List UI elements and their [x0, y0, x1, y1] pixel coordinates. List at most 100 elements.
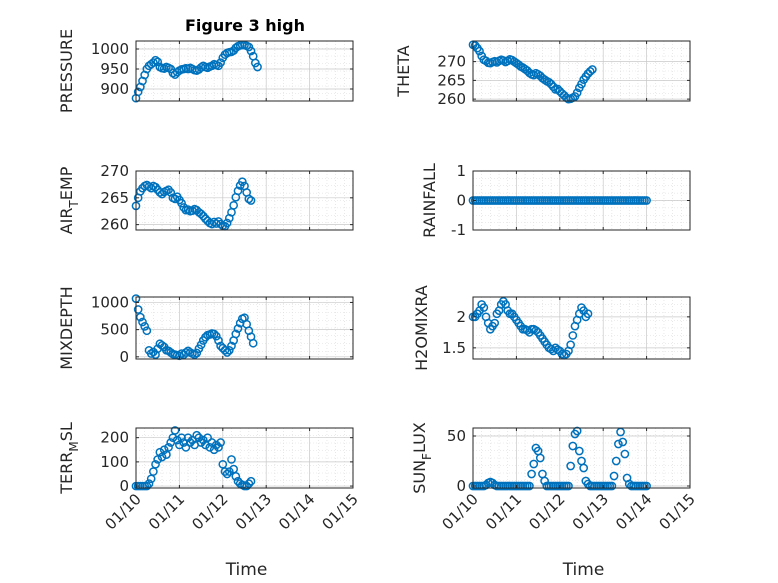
x-tick-label: 01/14 — [275, 490, 318, 533]
data-point — [614, 439, 623, 449]
data-point — [566, 461, 576, 471]
data-point — [553, 84, 562, 94]
y-tick-label: 2 — [456, 308, 466, 326]
data-point — [211, 331, 221, 341]
data-point — [609, 471, 619, 481]
y-tick-label: 900 — [100, 80, 129, 98]
data-point — [196, 209, 206, 219]
data-point — [577, 79, 586, 89]
data-point — [216, 341, 225, 351]
data-point — [135, 312, 145, 322]
y-tick-label: 0 — [119, 477, 129, 495]
data-point — [231, 329, 241, 339]
data-point — [166, 188, 176, 197]
data-point — [196, 340, 206, 350]
y-tick-label: 1000 — [91, 293, 129, 311]
data-point — [138, 317, 147, 327]
data-point — [574, 446, 584, 456]
data-series-h2omixra — [468, 296, 593, 360]
y-tick-label: 100 — [100, 453, 129, 471]
axes-box — [135, 427, 354, 489]
data-point — [214, 336, 223, 345]
axes-box — [472, 427, 691, 489]
y-axis-label: H2OMIXRA — [412, 285, 431, 371]
data-series-pressure — [131, 40, 262, 103]
data-point — [253, 62, 262, 72]
data-point — [198, 435, 208, 445]
data-point — [479, 303, 489, 312]
data-point — [151, 459, 160, 469]
data-point — [568, 441, 578, 451]
y-tick-label: 50 — [447, 427, 466, 445]
data-point — [157, 341, 167, 350]
data-point — [531, 326, 541, 335]
data-point — [181, 443, 191, 452]
data-point — [564, 481, 573, 491]
data-point — [642, 481, 651, 491]
y-axis-label: PRESSURE — [57, 29, 76, 113]
x-axis-label: Time — [225, 560, 268, 580]
y-tick-label: 270 — [100, 162, 129, 180]
data-point — [572, 426, 582, 436]
x-tick-label: 01/13 — [232, 490, 275, 533]
data-point — [233, 324, 243, 333]
axes-box — [135, 296, 354, 360]
data-point — [183, 433, 193, 443]
y-tick-label: -1 — [451, 221, 466, 239]
data-point — [224, 467, 234, 476]
data-point — [244, 194, 254, 204]
data-point — [229, 200, 238, 210]
data-series-rainfall — [468, 196, 651, 205]
y-tick-label: 265 — [437, 71, 466, 89]
data-point — [540, 476, 549, 486]
x-tick-label: 01/15 — [319, 490, 362, 533]
data-point — [183, 346, 193, 356]
data-point — [527, 469, 536, 479]
axes-box — [135, 170, 354, 231]
data-point — [209, 445, 219, 455]
y-tick-label: 1.5 — [442, 339, 466, 357]
y-axis-label-rest: EMP — [57, 166, 76, 200]
figure-title: Figure 3 high — [185, 16, 305, 35]
y-tick-label: 260 — [100, 216, 129, 234]
y-tick-label: 950 — [100, 60, 129, 78]
data-point — [583, 309, 593, 319]
data-point — [216, 438, 225, 447]
data-point — [579, 463, 589, 473]
y-tick-label: 1000 — [91, 40, 129, 58]
data-point — [227, 455, 236, 464]
subplot-h2omixra: 1.5 2 H2OMIXRA — [412, 285, 691, 371]
data-point — [214, 443, 223, 452]
data-point — [535, 453, 545, 463]
y-axis-label-subscript: T — [67, 200, 81, 209]
data-point — [233, 186, 243, 196]
data-point — [490, 318, 500, 328]
y-tick-label: 500 — [100, 321, 129, 339]
data-point — [566, 340, 576, 350]
data-point — [216, 58, 225, 67]
axes-box — [135, 40, 354, 102]
data-point — [194, 433, 204, 443]
y-axis-label: THETA — [394, 45, 413, 97]
data-series-mixdepth — [131, 294, 258, 361]
data-point — [244, 479, 254, 488]
data-point — [201, 332, 210, 342]
x-tick-label: 01/10 — [439, 490, 482, 533]
data-point — [248, 338, 258, 348]
data-point — [246, 476, 256, 486]
y-tick-label: 200 — [100, 429, 129, 447]
x-tick-label: 01/12 — [525, 490, 568, 533]
y-axis-label: MIXDEPTH — [57, 286, 76, 369]
data-point — [525, 481, 534, 491]
data-point — [607, 481, 617, 491]
data-series-terr_msl — [131, 426, 256, 491]
data-point — [475, 46, 484, 56]
axes-box — [472, 296, 691, 360]
data-point — [529, 459, 539, 469]
y-axis-label-main: AIR — [57, 208, 76, 235]
data-point — [224, 345, 234, 355]
data-point — [201, 214, 210, 224]
data-point — [220, 467, 230, 476]
